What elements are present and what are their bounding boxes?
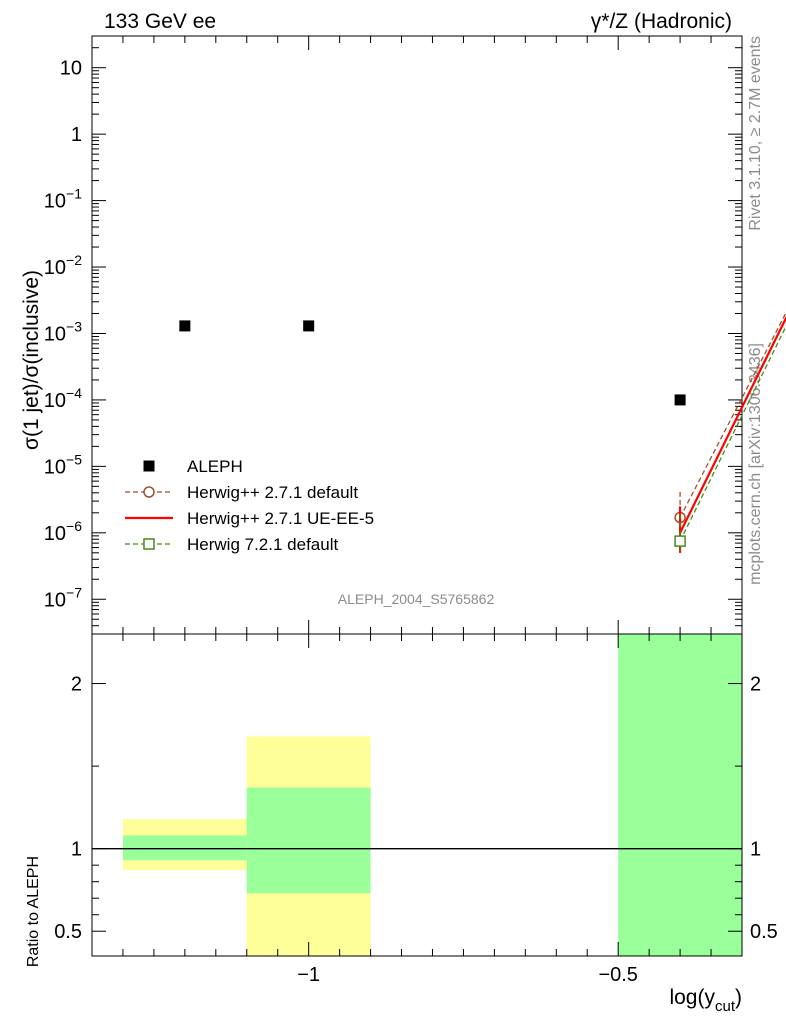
main-y-axis-label: σ(1 jet)/σ(inclusive) (20, 270, 43, 450)
x-axis-label-sub: cut (715, 998, 736, 1015)
ratio-y-axis-label: Ratio to ALEPH (25, 856, 42, 967)
ratio-y-tick-label-left: 2 (71, 674, 82, 696)
main-y-tick-base: 10 (44, 390, 66, 412)
ratio-band-green-2 (618, 634, 742, 956)
legend-label: Herwig++ 2.7.1 UE-EE-5 (187, 509, 374, 528)
legend-label: ALEPH (187, 457, 243, 476)
mcplots-label: mcplots.cern.ch [arXiv:1306.3436] (747, 343, 764, 585)
ratio-y-tick-label-right: 0.5 (750, 921, 778, 943)
aleph-data-point (303, 320, 315, 332)
series-line (679, 315, 786, 534)
legend-entry-0: ALEPH (143, 457, 243, 476)
ratio-plot: −1 −0.5 0.5 0.5 1 1 2 2 (54, 620, 778, 986)
series-3 (674, 324, 786, 552)
main-y-tick-label: 10 (60, 58, 82, 80)
main-y-tick-label: 10−6 (44, 518, 82, 545)
series-line (679, 324, 786, 542)
main-y-tick-base: 10 (44, 456, 66, 478)
legend-entry-2: Herwig++ 2.7.1 UE-EE-5 (125, 509, 374, 528)
main-y-tick-base: 10 (60, 58, 82, 80)
main-y-tick-exponent: −5 (66, 451, 82, 467)
ratio-band-green-1 (246, 787, 371, 894)
legend-entry-1: Herwig++ 2.7.1 default (125, 483, 358, 502)
series-1 (674, 311, 786, 553)
main-y-tick-label: 10−5 (44, 451, 82, 478)
x-tick-label: −1 (297, 964, 320, 986)
legend: ALEPH Herwig++ 2.7.1 default Herwig++ 2.7.… (125, 457, 374, 554)
ratio-y-tick-label-right: 1 (750, 839, 761, 861)
analysis-id-label: ALEPH_2004_S5765862 (338, 591, 495, 607)
header-right-label: γ*/Z (Hadronic) (591, 10, 732, 33)
main-y-tick-label: 10−2 (44, 252, 82, 279)
rivet-version-label: Rivet 3.1.10, ≥ 2.7M events (747, 36, 764, 231)
main-y-tick-label: 1 (71, 124, 82, 146)
main-y-tick-label: 10−3 (44, 318, 82, 345)
x-tick-label: −0.5 (598, 964, 637, 986)
main-y-tick-exponent: −6 (66, 518, 82, 534)
x-axis-label: log(ycut) (669, 986, 742, 1015)
main-y-tick-base: 10 (44, 323, 66, 345)
main-y-tick-exponent: −2 (66, 252, 82, 268)
series-line (679, 311, 786, 518)
legend-label: Herwig++ 2.7.1 default (187, 483, 358, 502)
main-y-tick-base: 1 (71, 124, 82, 146)
x-axis-label-main: log(y (669, 986, 715, 1009)
main-frame (91, 35, 743, 635)
main-y-tick-exponent: −1 (66, 186, 82, 202)
series-marker-square (674, 535, 686, 547)
legend-marker-square (143, 460, 155, 472)
aleph-data-point (674, 394, 686, 406)
legend-entry-3: Herwig 7.2.1 default (125, 535, 338, 554)
ratio-band-green-0 (122, 835, 247, 861)
series-0 (179, 320, 686, 406)
legend-marker-square (143, 538, 155, 550)
legend-label: Herwig 7.2.1 default (187, 535, 338, 554)
main-y-tick-exponent: −7 (66, 584, 82, 600)
main-y-tick-base: 10 (44, 191, 66, 213)
x-axis-label-close: ) (735, 986, 742, 1009)
header-left-label: 133 GeV ee (104, 10, 216, 33)
main-y-tick-exponent: −3 (66, 318, 82, 334)
main-y-tick-base: 10 (44, 589, 66, 611)
series-2 (678, 315, 786, 553)
main-y-tick-label: 10−1 (44, 186, 82, 213)
ratio-y-tick-label-left: 0.5 (54, 921, 82, 943)
main-y-tick-label: 10−7 (44, 584, 82, 611)
main-y-tick-base: 10 (44, 257, 66, 279)
ratio-y-tick-label-left: 1 (71, 839, 82, 861)
main-y-tick-label: 10−4 (44, 385, 82, 412)
aleph-data-point (179, 320, 191, 332)
main-y-tick-exponent: −4 (66, 385, 82, 401)
ratio-y-tick-label-right: 2 (750, 674, 761, 696)
legend-marker-circle (143, 486, 155, 498)
main-y-tick-base: 10 (44, 523, 66, 545)
